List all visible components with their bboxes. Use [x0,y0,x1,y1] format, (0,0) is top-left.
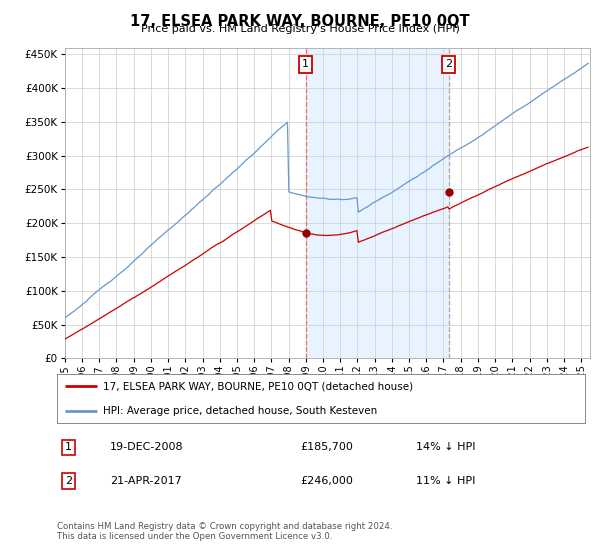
Text: HPI: Average price, detached house, South Kesteven: HPI: Average price, detached house, Sout… [103,407,378,417]
Text: 1: 1 [65,442,72,452]
Text: 11% ↓ HPI: 11% ↓ HPI [416,476,475,486]
Text: 2: 2 [65,476,72,486]
Text: 2: 2 [445,59,452,69]
Bar [306,48,449,358]
Text: 19-DEC-2008: 19-DEC-2008 [110,442,184,452]
Text: 1: 1 [302,59,309,69]
Text: 17, ELSEA PARK WAY, BOURNE, PE10 0QT: 17, ELSEA PARK WAY, BOURNE, PE10 0QT [130,14,470,29]
Text: Contains HM Land Registry data © Crown copyright and database right 2024.
This d: Contains HM Land Registry data © Crown c… [57,522,392,542]
Text: £185,700: £185,700 [300,442,353,452]
Text: 21-APR-2017: 21-APR-2017 [110,476,182,486]
Text: 17, ELSEA PARK WAY, BOURNE, PE10 0QT (detached house): 17, ELSEA PARK WAY, BOURNE, PE10 0QT (de… [103,382,413,392]
Text: £246,000: £246,000 [300,476,353,486]
Text: 14% ↓ HPI: 14% ↓ HPI [416,442,476,452]
Text: Price paid vs. HM Land Registry's House Price Index (HPI): Price paid vs. HM Land Registry's House … [140,24,460,34]
